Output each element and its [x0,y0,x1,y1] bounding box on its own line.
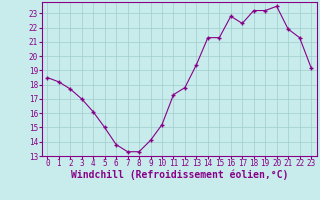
X-axis label: Windchill (Refroidissement éolien,°C): Windchill (Refroidissement éolien,°C) [70,170,288,180]
